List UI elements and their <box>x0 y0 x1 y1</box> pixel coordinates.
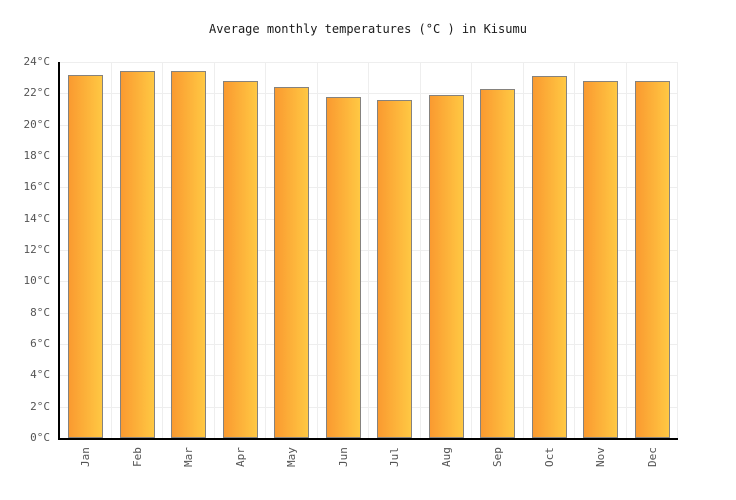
bar-mar <box>171 71 207 438</box>
y-axis: 0°C 2°C 4°C 6°C 8°C 10°C 12°C 14°C 16°C 18°C 20°C 2… <box>0 55 51 444</box>
gridline-horizontal <box>60 344 678 345</box>
bar-apr <box>222 80 258 438</box>
y-tick-label: 22°C <box>23 86 51 100</box>
y-tick-label: 12°C <box>23 243 51 256</box>
x-tick-label-may: May <box>285 447 299 467</box>
x-tick-label-aug: Aug <box>439 447 453 467</box>
gridline-vertical <box>214 62 215 438</box>
gridline-vertical <box>265 62 266 438</box>
gridline-vertical <box>523 62 524 438</box>
y-tick-label: 24°C <box>23 55 51 68</box>
x-tick-label-apr: Apr <box>233 447 247 467</box>
bar-jun <box>325 96 361 438</box>
y-tick-label: 14°C <box>23 211 51 225</box>
x-tick-label-feb: Feb <box>130 447 144 467</box>
bar-feb <box>119 71 155 438</box>
gridline-horizontal <box>60 375 678 376</box>
y-tick-label: 8°C <box>30 305 50 319</box>
x-axis: Jan Feb Mar Apr May Jun Jul Aug Sep Oct Nov Dec <box>58 440 678 484</box>
gridline-vertical <box>368 62 369 438</box>
y-tick-label: 2°C <box>30 399 50 413</box>
x-tick-label-jan: Jan <box>79 447 93 467</box>
y-tick-label: 16°C <box>23 180 51 194</box>
gridline-horizontal <box>60 313 678 314</box>
gridline-vertical <box>574 62 575 438</box>
y-tick-label: 4°C <box>30 368 50 382</box>
gridline-vertical <box>677 62 678 438</box>
gridline-horizontal <box>60 93 678 94</box>
bar-oct <box>531 76 567 438</box>
gridline-vertical <box>162 62 163 438</box>
x-tick-label-nov: Nov <box>594 447 608 467</box>
y-tick-label: 0°C <box>30 431 50 444</box>
gridline-horizontal <box>60 62 678 63</box>
gridline-horizontal <box>60 250 678 251</box>
x-tick-label-oct: Oct <box>542 447 556 467</box>
gridline-vertical <box>471 62 472 438</box>
bar-sep <box>480 88 516 438</box>
gridline-vertical <box>420 62 421 438</box>
gridline-horizontal <box>60 281 678 282</box>
bar-aug <box>428 94 464 438</box>
x-tick-label-jul: Jul <box>388 447 402 467</box>
gridline-horizontal <box>60 187 678 188</box>
gridline-horizontal <box>60 219 678 220</box>
gridline-vertical <box>317 62 318 438</box>
gridline-horizontal <box>60 156 678 157</box>
y-tick-label: 6°C <box>30 337 50 350</box>
x-tick-label-dec: Dec <box>645 447 659 467</box>
gridline-horizontal <box>60 125 678 126</box>
bar-nov <box>583 80 619 438</box>
bar-may <box>274 87 310 438</box>
bar-jan <box>68 74 104 438</box>
x-tick-label-jun: Jun <box>336 447 350 467</box>
bar-jul <box>377 99 413 438</box>
gridline-vertical <box>626 62 627 438</box>
x-tick-label-mar: Mar <box>182 447 196 467</box>
y-tick-label: 18°C <box>23 149 51 162</box>
y-tick-label: 20°C <box>23 117 51 131</box>
chart-title: Average monthly temperatures (°C ) in Ki… <box>209 22 527 36</box>
bar-dec <box>634 80 670 438</box>
plot-area <box>58 62 678 440</box>
y-tick-label: 10°C <box>23 274 51 288</box>
gridline-vertical <box>111 62 112 438</box>
gridline-horizontal <box>60 407 678 408</box>
x-tick-label-sep: Sep <box>491 447 505 467</box>
